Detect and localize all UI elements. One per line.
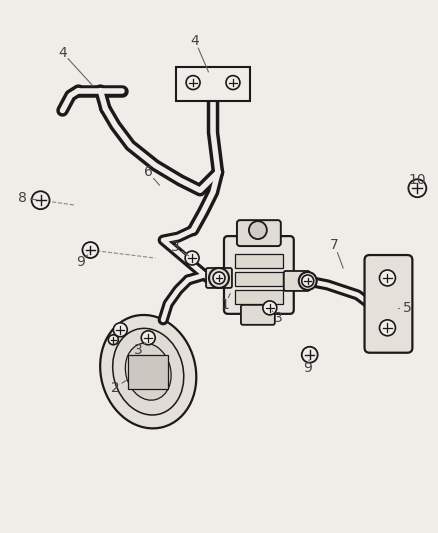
Text: 1: 1 [221,298,230,312]
Text: 4: 4 [58,46,67,60]
FancyBboxPatch shape [176,67,250,101]
Circle shape [113,323,127,337]
Text: 2: 2 [111,381,120,394]
Circle shape [226,76,240,90]
Ellipse shape [100,315,196,429]
Text: 4: 4 [191,34,199,48]
Circle shape [141,331,155,345]
Circle shape [299,272,317,290]
Circle shape [302,275,314,287]
Circle shape [108,335,118,345]
Circle shape [379,270,396,286]
Circle shape [213,272,225,284]
FancyBboxPatch shape [237,220,281,246]
Ellipse shape [113,328,184,415]
Circle shape [408,179,426,197]
Circle shape [186,76,200,90]
Circle shape [263,301,277,315]
Text: 3: 3 [171,240,180,254]
FancyBboxPatch shape [235,272,283,286]
Ellipse shape [125,343,171,400]
Text: 10: 10 [409,173,426,187]
Circle shape [379,320,396,336]
Circle shape [249,221,267,239]
FancyBboxPatch shape [235,290,283,304]
FancyBboxPatch shape [284,271,310,291]
FancyBboxPatch shape [206,268,232,288]
Text: 7: 7 [330,238,339,252]
FancyBboxPatch shape [128,355,168,389]
Circle shape [209,268,229,288]
FancyBboxPatch shape [224,236,294,314]
Text: 8: 8 [18,191,27,205]
Circle shape [302,347,318,362]
Text: 9: 9 [76,255,85,269]
Circle shape [185,251,199,265]
FancyBboxPatch shape [241,305,275,325]
Text: 6: 6 [144,165,153,179]
Circle shape [82,242,99,258]
FancyBboxPatch shape [235,254,283,268]
Text: 9: 9 [303,361,312,375]
Text: 5: 5 [403,301,412,315]
Text: 3: 3 [273,311,282,325]
Circle shape [32,191,49,209]
Text: 3: 3 [134,343,143,357]
FancyBboxPatch shape [364,255,413,353]
